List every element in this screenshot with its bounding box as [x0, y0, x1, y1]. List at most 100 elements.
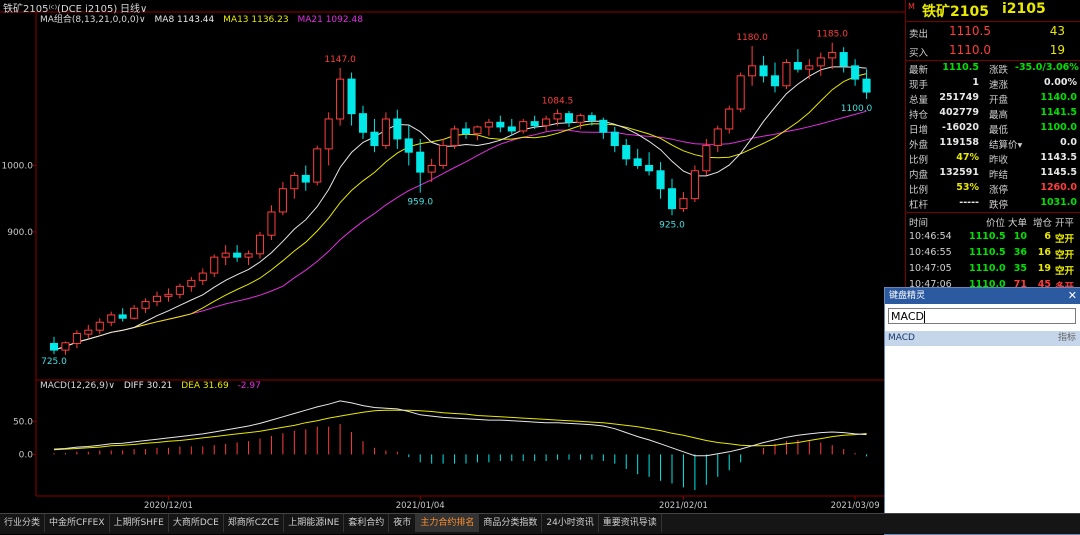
candle-body [667, 188, 677, 210]
tick-cell: 19 [1037, 263, 1051, 274]
candle-body [725, 108, 734, 130]
macd-diff-value: DIFF 30.21 [123, 381, 173, 391]
tab-4[interactable]: 郑商所CZCE [224, 514, 285, 532]
candle-body [198, 272, 207, 281]
quote-symbol: 铁矿2105 [922, 4, 989, 20]
y-tick-label: 1000.0 [2, 161, 34, 171]
macd-selector[interactable]: MACD(12,26,9)∨ [40, 381, 115, 391]
candle-body [255, 234, 265, 255]
period-selector[interactable]: 日线∨ [120, 4, 148, 15]
price-annotation: 1084.5 [542, 96, 574, 106]
keyboard-sprite-result[interactable]: MACD 指标 [885, 331, 1080, 346]
tab-6[interactable]: 套利合约 [344, 514, 390, 532]
stat-label[interactable]: 结算价▾ [989, 140, 1023, 151]
tick-cell: 1110.5 [969, 247, 1006, 258]
chart-title-bar: 铁矿2105⁽ᶜ⁾(DCE i2105) 日线∨ [0, 0, 905, 15]
quote-stat-row: 比例 53% 涨停 1260.0 [909, 182, 1079, 198]
candle-body [473, 126, 482, 135]
keyboard-sprite-title: 键盘精灵 [889, 291, 926, 301]
stat-label: 比例 [909, 185, 929, 196]
quote-stat-row: 总量 251749 开盘 1140.0 [909, 92, 1079, 108]
keyboard-sprite-input-value: MACD [891, 310, 924, 323]
candle-body [267, 211, 276, 236]
candle-body [839, 52, 848, 67]
candle-body [175, 285, 184, 295]
stat-label: 日增 [909, 125, 929, 136]
tick-cell: 45 [1037, 279, 1051, 290]
sell-row: 卖出 1110.5 43 [909, 24, 1079, 40]
stat-label: 开盘 [989, 95, 1009, 106]
candle-body [496, 121, 505, 128]
tab-10[interactable]: 24小时资讯 [542, 514, 599, 532]
tab-7[interactable]: 夜市 [389, 514, 417, 532]
stat-value: 402779 [939, 107, 979, 118]
candle-body [530, 121, 539, 127]
ma13-line [53, 73, 867, 351]
candle-body [553, 113, 562, 120]
candle-body [427, 164, 436, 173]
quote-stat-row: 杠杆 ----- 跌停 1031.0 [909, 197, 1079, 213]
macd-legend: MACD(12,26,9)∨ DIFF 30.21 DEA 31.69 -2.9… [40, 381, 267, 395]
quote-stat-row: 外盘 119158 结算价▾ 0.0 [909, 137, 1079, 153]
buy-price: 1110.0 [949, 43, 991, 57]
candle-body [278, 188, 287, 213]
stat-value: 132591 [939, 167, 979, 178]
tab-8[interactable]: 主力合约排名 [416, 514, 480, 532]
candle-body [484, 121, 493, 128]
candle-body [130, 307, 139, 319]
candle-body [587, 115, 596, 121]
tab-5[interactable]: 上期能源INE [284, 514, 345, 532]
tick-cell: 6 [1044, 231, 1051, 242]
tab-0[interactable]: 行业分类 [0, 514, 46, 532]
candle-body [564, 113, 574, 123]
tick-cell: 1110.0 [969, 279, 1006, 290]
tab-3[interactable]: 大商所DCE [169, 514, 224, 532]
candle-body [862, 78, 871, 93]
tick-cell: 空开 [1055, 266, 1075, 277]
candle-body [656, 170, 665, 190]
close-icon[interactable]: ✕ [1067, 289, 1077, 302]
stat-value: 0.00% [1044, 77, 1077, 88]
buy-row: 买入 1110.0 19 [909, 43, 1079, 59]
market-tabs: 行业分类 中金所CFFEX 上期所SHFE 大商所DCE 郑商所CZCE 上期能源INE 套… [0, 513, 1080, 534]
stat-label: 现手 [909, 80, 929, 91]
macd-y-label: 50.0 [13, 417, 33, 427]
keyboard-sprite-popup: 键盘精灵 ✕ MACD MACD 指标 [884, 287, 1080, 535]
tab-9[interactable]: 商品分类指数 [479, 514, 543, 532]
stat-label: 涨停 [989, 185, 1009, 196]
quote-stat-row: 比例 47% 昨收 1143.5 [909, 152, 1079, 168]
keyboard-sprite-input[interactable]: MACD [888, 308, 1076, 324]
stat-label: 持仓 [909, 110, 929, 121]
candle-body [187, 279, 196, 287]
tick-header-cell: 价位 [985, 218, 1005, 229]
ma-group-selector[interactable]: MA组合(8,13,21,0,0,0)∨ [40, 15, 146, 25]
candle-body [805, 65, 814, 70]
chart-area[interactable]: 1000.0 900.0 1147.0 1084.5 1180.0 1185.0 959.0… [0, 0, 905, 513]
stat-label: 最新 [909, 65, 929, 76]
candle-body [336, 78, 345, 120]
candle-body [324, 118, 333, 150]
result-name: MACD [888, 333, 915, 343]
price-annotation: 1185.0 [816, 30, 848, 40]
tab-1[interactable]: 中金所CFFEX [45, 514, 110, 532]
price-annotation: 1100.0 [841, 104, 873, 114]
tick-cell: 空开 [1055, 234, 1075, 245]
stat-label: 速涨 [989, 80, 1009, 91]
tick-row: 10:46:55 1110.5 36 16 空开 [909, 247, 1079, 263]
tab-2[interactable]: 上期所SHFE [110, 514, 169, 532]
tick-cell: 10:46:54 [909, 231, 952, 242]
tab-11[interactable]: 重要资讯导读 [599, 514, 662, 532]
candle-body [358, 113, 368, 133]
stat-label: 跌停 [989, 200, 1009, 211]
stat-label: 昨结 [989, 170, 1009, 181]
price-annotation: 1180.0 [736, 33, 768, 43]
candle-body [61, 342, 70, 351]
candle-body [290, 174, 299, 190]
tick-header-cell: 增仓 [1033, 218, 1053, 229]
candle-body [313, 148, 322, 183]
candle-body [450, 128, 459, 147]
stat-value: 251749 [939, 92, 979, 103]
tick-cell: 16 [1037, 247, 1051, 258]
tick-cell: 10 [1013, 231, 1027, 242]
quote-stat-row: 最新 1110.5 涨跌 -35.0/3.06% [909, 62, 1079, 78]
